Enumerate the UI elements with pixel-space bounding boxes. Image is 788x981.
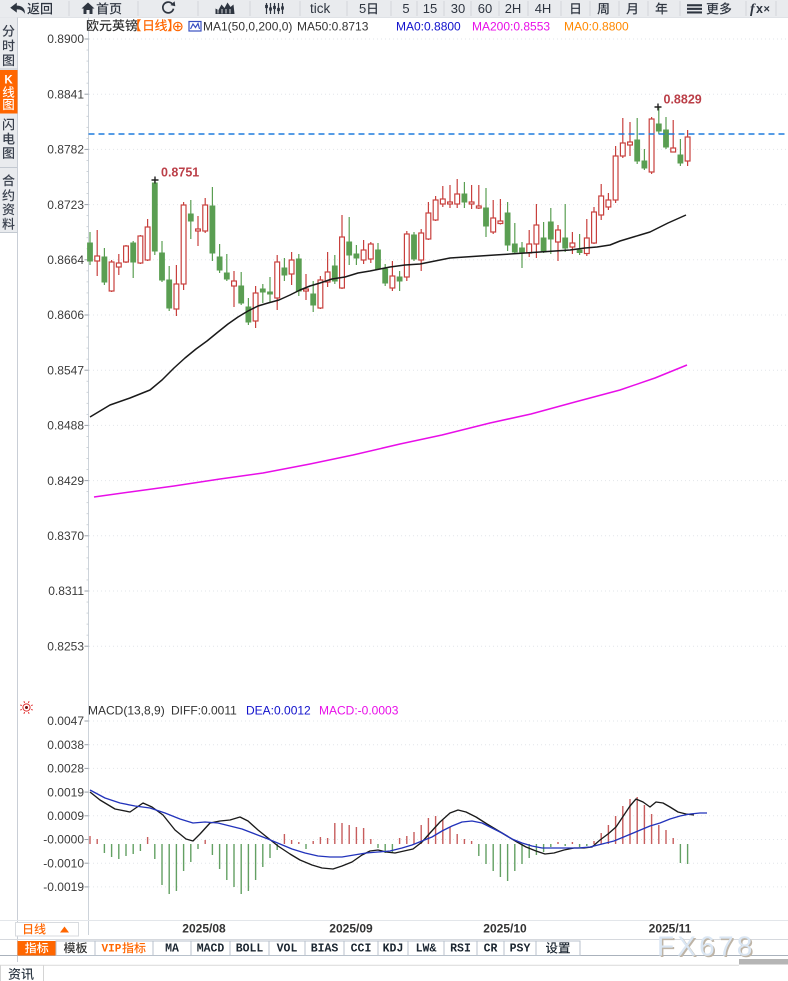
svg-text:tick: tick <box>310 1 331 16</box>
svg-text:0.8547: 0.8547 <box>47 363 84 377</box>
svg-text:0.0028: 0.0028 <box>47 762 84 776</box>
svg-text:MA: MA <box>165 943 179 956</box>
svg-text:0.8488: 0.8488 <box>47 419 84 433</box>
svg-text:5: 5 <box>359 1 366 16</box>
svg-text:2025/09: 2025/09 <box>329 922 373 936</box>
svg-text:0.8664: 0.8664 <box>47 253 84 267</box>
svg-text:0.0047: 0.0047 <box>47 714 84 728</box>
svg-text:0.8606: 0.8606 <box>47 308 84 322</box>
svg-text:0.0019: 0.0019 <box>47 785 84 799</box>
svg-text:KDJ: KDJ <box>383 943 404 956</box>
svg-text:FX678: FX678 <box>657 931 756 962</box>
svg-text:4H: 4H <box>535 1 552 16</box>
svg-text:x: x <box>756 2 763 16</box>
svg-text:MA0:0.8800: MA0:0.8800 <box>564 20 629 34</box>
svg-text:K: K <box>4 75 13 87</box>
svg-text:-0.0000: -0.0000 <box>43 833 84 847</box>
svg-text:0.8841: 0.8841 <box>47 87 84 101</box>
svg-text:60: 60 <box>478 1 492 16</box>
svg-text:0.8751: 0.8751 <box>161 166 199 180</box>
svg-text:2025/11: 2025/11 <box>649 922 692 936</box>
svg-text:30: 30 <box>451 1 465 16</box>
svg-text:2H: 2H <box>505 1 522 16</box>
svg-text:DIFF:0.0011: DIFF:0.0011 <box>171 704 237 718</box>
svg-text:0.0038: 0.0038 <box>47 738 84 752</box>
svg-text:0.0009: 0.0009 <box>47 809 84 823</box>
svg-text:15: 15 <box>423 1 437 16</box>
svg-text:MA50:0.8713: MA50:0.8713 <box>297 20 369 34</box>
svg-text:MA1(50,0,200,0): MA1(50,0,200,0) <box>203 20 292 34</box>
svg-text:BOLL: BOLL <box>236 943 264 956</box>
svg-text:0.8782: 0.8782 <box>47 143 84 157</box>
svg-text:0.8311: 0.8311 <box>48 584 84 598</box>
svg-text:PSY: PSY <box>510 943 531 956</box>
svg-text:2025/08: 2025/08 <box>182 922 226 936</box>
svg-text:0.8370: 0.8370 <box>47 529 84 543</box>
svg-text:CR: CR <box>484 943 498 956</box>
svg-text:VIP: VIP <box>102 944 122 956</box>
svg-text:f: f <box>750 2 756 17</box>
svg-text:-0.0019: -0.0019 <box>43 880 84 894</box>
svg-text:0.8829: 0.8829 <box>664 93 702 107</box>
svg-text:MACD: MACD <box>197 943 225 956</box>
svg-text:0.8429: 0.8429 <box>47 474 84 488</box>
svg-text:DEA:0.0012: DEA:0.0012 <box>246 704 311 718</box>
svg-text:MACD(13,8,9): MACD(13,8,9) <box>88 704 165 718</box>
svg-text:LW&: LW& <box>416 943 437 956</box>
svg-text:VOL: VOL <box>277 943 298 956</box>
svg-text:RSI: RSI <box>450 943 471 956</box>
svg-text:0.8253: 0.8253 <box>47 639 84 653</box>
svg-text:FX678: FX678 <box>659 932 758 963</box>
svg-text:0.8723: 0.8723 <box>47 198 84 212</box>
svg-text:5: 5 <box>402 1 409 16</box>
svg-text:-0.0010: -0.0010 <box>43 856 84 870</box>
svg-text:MA200:0.8553: MA200:0.8553 <box>472 20 550 34</box>
svg-text:MA0:0.8800: MA0:0.8800 <box>396 20 461 34</box>
svg-text:CCI: CCI <box>351 943 372 956</box>
svg-text:0.8900: 0.8900 <box>47 32 84 46</box>
svg-text:MACD:-0.0003: MACD:-0.0003 <box>319 704 399 718</box>
svg-text:×: × <box>764 4 770 16</box>
svg-text:2025/10: 2025/10 <box>483 922 527 936</box>
svg-text:BIAS: BIAS <box>311 943 339 956</box>
